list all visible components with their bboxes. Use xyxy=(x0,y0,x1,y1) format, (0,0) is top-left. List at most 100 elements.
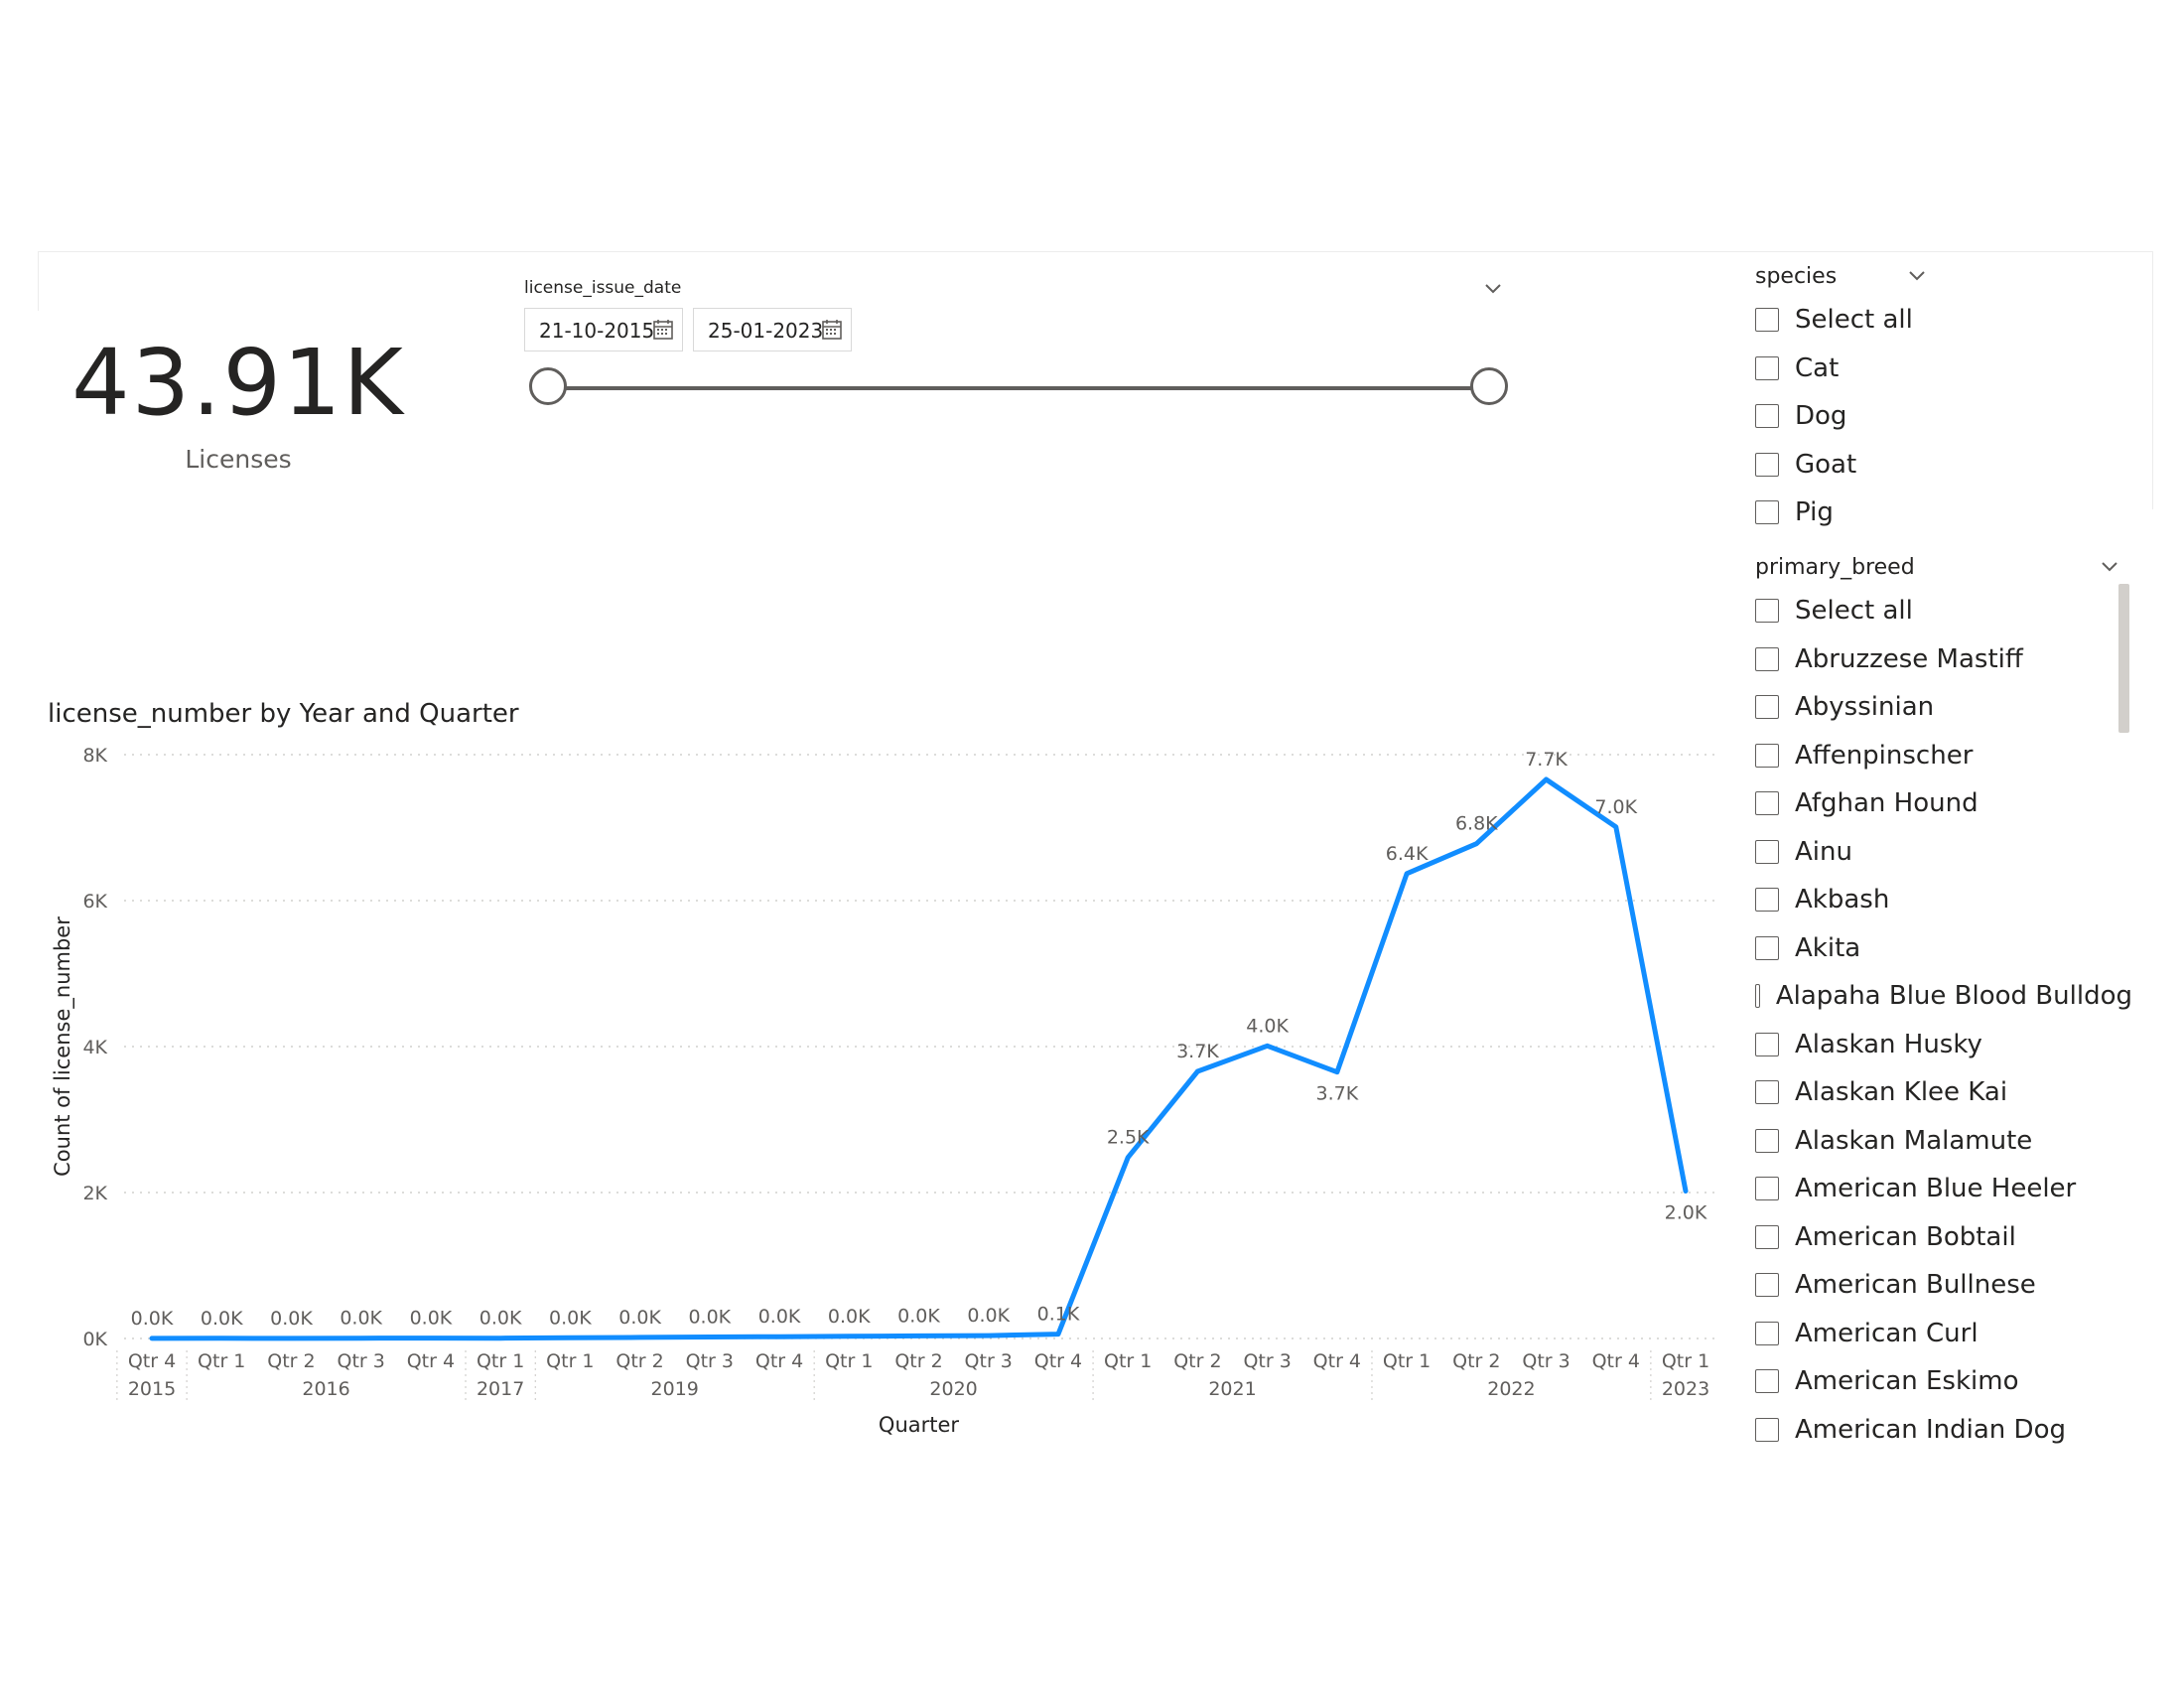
data-point xyxy=(1683,1189,1689,1195)
x-tick-label: Qtr 2 xyxy=(894,1350,942,1372)
range-end-handle[interactable] xyxy=(1470,367,1508,405)
x-tick-label: Qtr 1 xyxy=(1662,1350,1709,1372)
checkbox[interactable] xyxy=(1755,599,1779,624)
checkbox[interactable] xyxy=(1755,791,1779,816)
calendar-icon[interactable] xyxy=(821,319,843,341)
option-label: American Bobtail xyxy=(1795,1221,2016,1252)
y-tick-label: 8K xyxy=(82,745,107,767)
start-date-value: 21-10-2015 xyxy=(539,319,655,343)
option-label: Ainu xyxy=(1795,836,1852,867)
species-option[interactable]: Pig xyxy=(1755,489,1993,537)
kpi-value: 43.91K xyxy=(71,330,405,436)
checkbox[interactable] xyxy=(1755,452,1779,477)
checkbox[interactable] xyxy=(1755,1032,1779,1056)
data-point xyxy=(846,1334,852,1339)
species-option[interactable]: Goat xyxy=(1755,441,1993,490)
option-label: Affenpinscher xyxy=(1795,740,1974,771)
breed-option[interactable]: Akbash xyxy=(1755,876,2132,924)
end-date-value: 25-01-2023 xyxy=(708,319,824,343)
end-date-input[interactable]: 25-01-2023 xyxy=(693,308,852,352)
checkbox[interactable] xyxy=(1755,404,1779,429)
checkbox[interactable] xyxy=(1755,1321,1779,1345)
x-year-label: 2016 xyxy=(302,1378,349,1400)
x-tick-label: Qtr 4 xyxy=(755,1350,803,1372)
x-tick-label: Qtr 4 xyxy=(1034,1350,1082,1372)
breed-option[interactable]: Abruzzese Mastiff xyxy=(1755,635,2132,684)
breed-option[interactable]: Alaskan Malamute xyxy=(1755,1117,2132,1166)
checkbox[interactable] xyxy=(1755,695,1779,720)
data-label: 0.0K xyxy=(828,1306,871,1328)
checkbox[interactable] xyxy=(1755,743,1779,768)
breed-option[interactable]: Ainu xyxy=(1755,828,2132,877)
checkbox[interactable] xyxy=(1755,646,1779,671)
breed-option[interactable]: American Bullnese xyxy=(1755,1261,2132,1310)
species-slicer-header[interactable]: species xyxy=(1755,260,1993,296)
canvas-border-left xyxy=(38,251,39,311)
y-tick-label: 2K xyxy=(82,1183,107,1204)
checkbox[interactable] xyxy=(1755,935,1779,960)
line-chart: license_number by Year and Quarter 0K 2K 4… xyxy=(38,693,1725,1468)
data-label: 7.0K xyxy=(1594,796,1637,818)
data-point xyxy=(1265,1043,1271,1049)
primary-breed-slicer-header[interactable]: primary_breed xyxy=(1755,551,2132,587)
breed-option[interactable]: Akita xyxy=(1755,924,2132,973)
slicer-title: license_issue_date xyxy=(524,278,682,298)
data-point xyxy=(1473,841,1479,847)
option-label: Select all xyxy=(1795,305,1913,336)
checkbox[interactable] xyxy=(1755,500,1779,525)
breed-option[interactable]: Affenpinscher xyxy=(1755,732,2132,780)
series-line xyxy=(149,776,1689,1341)
breed-option[interactable]: Alaskan Husky xyxy=(1755,1021,2132,1069)
breed-option[interactable]: Alaskan Klee Kai xyxy=(1755,1068,2132,1117)
breed-option[interactable]: Alapaha Blue Blood Bulldog xyxy=(1755,972,2132,1021)
checkbox[interactable] xyxy=(1755,1128,1779,1153)
species-option[interactable]: Dog xyxy=(1755,392,1993,441)
species-option[interactable]: Select all xyxy=(1755,296,1993,345)
range-slider-track[interactable] xyxy=(548,386,1489,390)
breed-scrollbar[interactable] xyxy=(2118,584,2129,733)
data-label: 3.7K xyxy=(1316,1083,1359,1105)
data-label: 0.0K xyxy=(201,1308,243,1330)
start-date-input[interactable]: 21-10-2015 xyxy=(524,308,683,352)
data-label: 0.1K xyxy=(1037,1304,1080,1326)
chevron-down-icon[interactable] xyxy=(2097,553,2122,579)
breed-option[interactable]: Afghan Hound xyxy=(1755,779,2132,828)
x-year-label: 2017 xyxy=(477,1378,524,1400)
breed-option[interactable]: American Indian Dog xyxy=(1755,1406,2132,1446)
x-tick-label: Qtr 1 xyxy=(198,1350,245,1372)
checkbox[interactable] xyxy=(1755,984,1760,1009)
x-tick-label: Qtr 1 xyxy=(1104,1350,1152,1372)
y-tick-label: 0K xyxy=(82,1329,107,1350)
checkbox[interactable] xyxy=(1755,888,1779,913)
range-start-handle[interactable] xyxy=(529,367,567,405)
checkbox[interactable] xyxy=(1755,1177,1779,1201)
y-axis-title: Count of license_number xyxy=(51,916,75,1177)
x-tick-label: Qtr 3 xyxy=(686,1350,734,1372)
data-label: 6.4K xyxy=(1386,843,1429,865)
chevron-down-icon[interactable] xyxy=(1479,274,1507,302)
calendar-icon[interactable] xyxy=(652,319,674,341)
checkbox[interactable] xyxy=(1755,1080,1779,1105)
breed-option[interactable]: American Bobtail xyxy=(1755,1213,2132,1262)
breed-option[interactable]: American Curl xyxy=(1755,1310,2132,1358)
primary-breed-slicer: primary_breed Select all Abruzzese Mastif… xyxy=(1755,551,2132,1445)
data-point xyxy=(776,1334,782,1339)
chart-title: license_number by Year and Quarter xyxy=(48,699,519,729)
option-label: American Curl xyxy=(1795,1318,1979,1348)
checkbox[interactable] xyxy=(1755,1417,1779,1442)
breed-option[interactable]: American Blue Heeler xyxy=(1755,1165,2132,1213)
option-label: Abruzzese Mastiff xyxy=(1795,643,2023,674)
data-label: 7.7K xyxy=(1525,749,1568,771)
breed-option[interactable]: Abyssinian xyxy=(1755,683,2132,732)
checkbox[interactable] xyxy=(1755,1369,1779,1394)
checkbox[interactable] xyxy=(1755,308,1779,333)
breed-option[interactable]: Select all xyxy=(1755,587,2132,635)
breed-option[interactable]: American Eskimo xyxy=(1755,1357,2132,1406)
checkbox[interactable] xyxy=(1755,839,1779,864)
checkbox[interactable] xyxy=(1755,1224,1779,1249)
species-option[interactable]: Cat xyxy=(1755,345,1993,393)
data-point xyxy=(1125,1155,1131,1161)
checkbox[interactable] xyxy=(1755,355,1779,380)
checkbox[interactable] xyxy=(1755,1273,1779,1298)
chevron-down-icon[interactable] xyxy=(1904,262,1930,288)
